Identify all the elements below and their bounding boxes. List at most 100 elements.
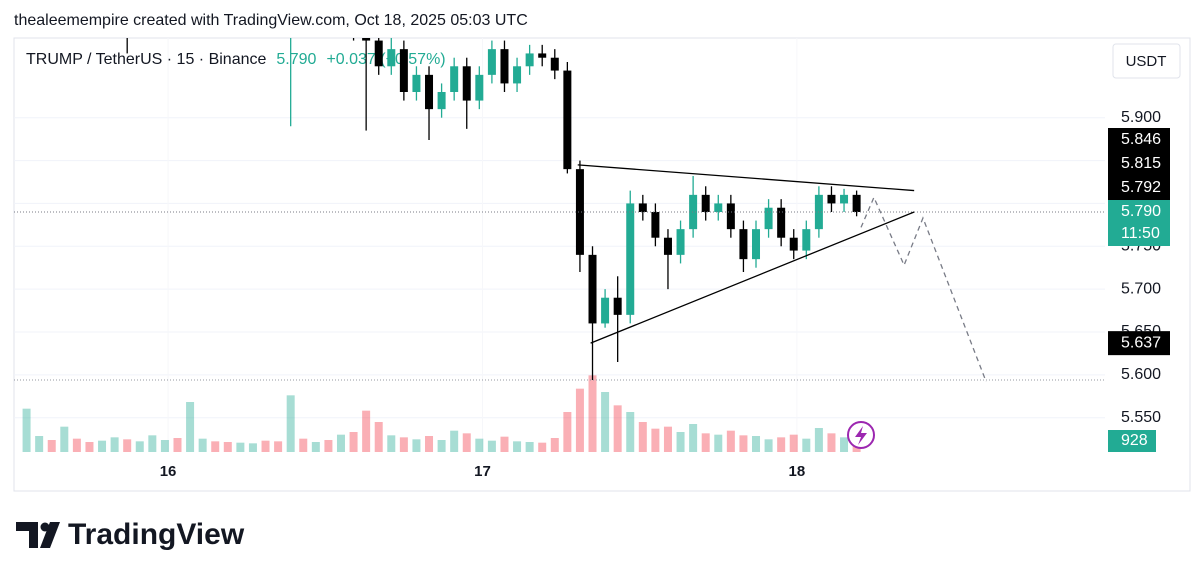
volume-bar	[399, 437, 408, 452]
x-tick-label: 18	[789, 463, 806, 480]
candle-body	[789, 237, 798, 251]
header: thealeemempire created with TradingView.…	[14, 12, 528, 29]
legend-change: +0.037 (+0.57%)	[326, 51, 445, 68]
candle-body	[739, 229, 748, 260]
volume-bar	[814, 428, 823, 452]
volume-bar	[135, 441, 144, 452]
volume-bar	[487, 440, 496, 452]
price-label: 5.846	[1121, 131, 1161, 148]
volume-bar	[450, 430, 459, 452]
volume-bar	[638, 422, 647, 452]
volume-bar	[324, 440, 333, 452]
volume-bar	[299, 438, 308, 452]
y-tick-label: 5.700	[1121, 280, 1161, 297]
trendline	[577, 164, 915, 192]
volume-bar	[689, 424, 698, 452]
legend: TRUMP / TetherUS · 15 · Binance 5.790 +0.0…	[26, 51, 446, 68]
volume-bar	[437, 440, 446, 452]
volume-bar	[613, 405, 622, 452]
candle-body	[626, 203, 635, 315]
volume-bar	[35, 436, 44, 452]
volume-bar	[676, 432, 685, 452]
legend-symbol: TRUMP / TetherUS · 15 · Binance	[26, 51, 266, 68]
candle-body	[23, 0, 31, 6]
candle-body	[550, 57, 559, 71]
volume-bar	[223, 442, 232, 452]
volume-bar	[173, 438, 182, 452]
candle-body	[224, 0, 232, 6]
candle-body	[538, 53, 547, 58]
candle-body	[412, 74, 421, 92]
volume-bar	[827, 433, 836, 452]
price-label-box	[1108, 176, 1170, 200]
candle-body	[374, 40, 383, 67]
price-label: 5.815	[1121, 155, 1161, 172]
x-tick-label: 16	[160, 463, 177, 480]
volume-label: 928	[1121, 432, 1148, 449]
candle-body	[500, 49, 509, 84]
grid	[14, 38, 1105, 452]
price-label-box	[1108, 331, 1170, 356]
volume-bar	[601, 392, 610, 452]
candle-body	[236, 0, 244, 6]
volume-bar	[248, 443, 257, 452]
volume-bar	[123, 439, 132, 452]
candle-body	[513, 66, 522, 84]
volume-bar	[500, 436, 509, 452]
volume-bar	[110, 437, 119, 452]
candle-body	[714, 203, 723, 212]
volume-bar	[387, 435, 396, 452]
candle-body	[575, 169, 584, 255]
last-price-box	[1108, 200, 1170, 246]
candle-body	[601, 297, 610, 324]
candle-body	[362, 38, 371, 41]
candle-body	[764, 207, 773, 230]
candle-body	[60, 0, 68, 6]
volume-bar	[349, 432, 358, 452]
candle-body	[399, 49, 408, 92]
currency: USDT	[1126, 53, 1167, 70]
volume-bar	[198, 438, 207, 452]
candle-body	[475, 74, 484, 101]
candle-body	[173, 0, 181, 6]
volume-bar	[802, 438, 811, 452]
volume-bar	[336, 434, 345, 452]
candle-body	[48, 0, 56, 6]
volume-bar	[575, 388, 584, 452]
volume-bar	[789, 434, 798, 452]
candle-body	[588, 254, 597, 324]
volume-bar	[274, 441, 283, 452]
candle-body	[802, 229, 811, 251]
currency-box	[1112, 43, 1181, 79]
price-label: 5.792	[1121, 179, 1161, 196]
candle-body	[689, 194, 698, 230]
candle-body	[462, 66, 471, 101]
candle-body	[186, 0, 194, 6]
y-tick-label: 5.550	[1121, 409, 1161, 426]
volume-bar	[840, 437, 849, 452]
candle-body	[613, 297, 622, 315]
candle-body	[663, 237, 672, 255]
logo-icon	[16, 522, 60, 548]
candle-body	[437, 92, 446, 110]
price-label-box	[1108, 152, 1170, 176]
volume-bar	[72, 438, 81, 452]
volume-bar	[538, 442, 547, 452]
candle-body	[726, 203, 735, 230]
volume-bar	[412, 439, 421, 452]
volume-bar	[588, 375, 597, 452]
volume-bar	[525, 442, 534, 452]
candle-body	[287, 0, 295, 6]
candle-body	[852, 194, 861, 212]
candle-body	[111, 0, 119, 6]
volume-bar	[47, 440, 56, 452]
volume-bar	[311, 442, 320, 452]
volume-bar	[148, 435, 157, 452]
candle-body	[676, 229, 685, 255]
candle-body	[752, 229, 761, 260]
candle-body	[563, 70, 572, 170]
plot-area	[14, 0, 1105, 452]
volume-bar	[160, 440, 169, 452]
